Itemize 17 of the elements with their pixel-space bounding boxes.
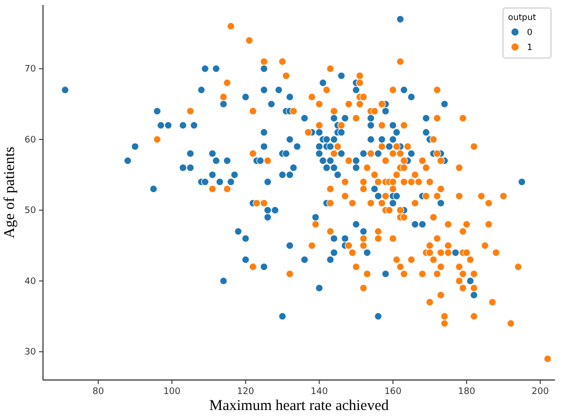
- y-tick-label: 50: [24, 206, 36, 216]
- y-tick-label: 40: [24, 276, 36, 287]
- legend-label: 1: [527, 43, 532, 53]
- x-tick-label: 160: [384, 387, 402, 397]
- y-axis-title: Age of patients: [2, 146, 18, 238]
- x-tick-label: 200: [532, 387, 550, 397]
- x-tick-label: 80: [92, 387, 104, 397]
- x-tick-label: 100: [163, 387, 181, 397]
- y-tick-label: 70: [24, 64, 36, 75]
- legend-label: 0: [527, 28, 532, 38]
- x-axis-title: Maximum heart rate achieved: [209, 398, 390, 414]
- x-tick-label: 140: [310, 387, 328, 397]
- y-tick-label: 60: [24, 135, 36, 146]
- legend-title: output: [508, 13, 537, 23]
- x-tick-label: 180: [458, 387, 476, 397]
- x-tick-label: 120: [236, 387, 254, 397]
- y-tick-label: 30: [24, 348, 36, 358]
